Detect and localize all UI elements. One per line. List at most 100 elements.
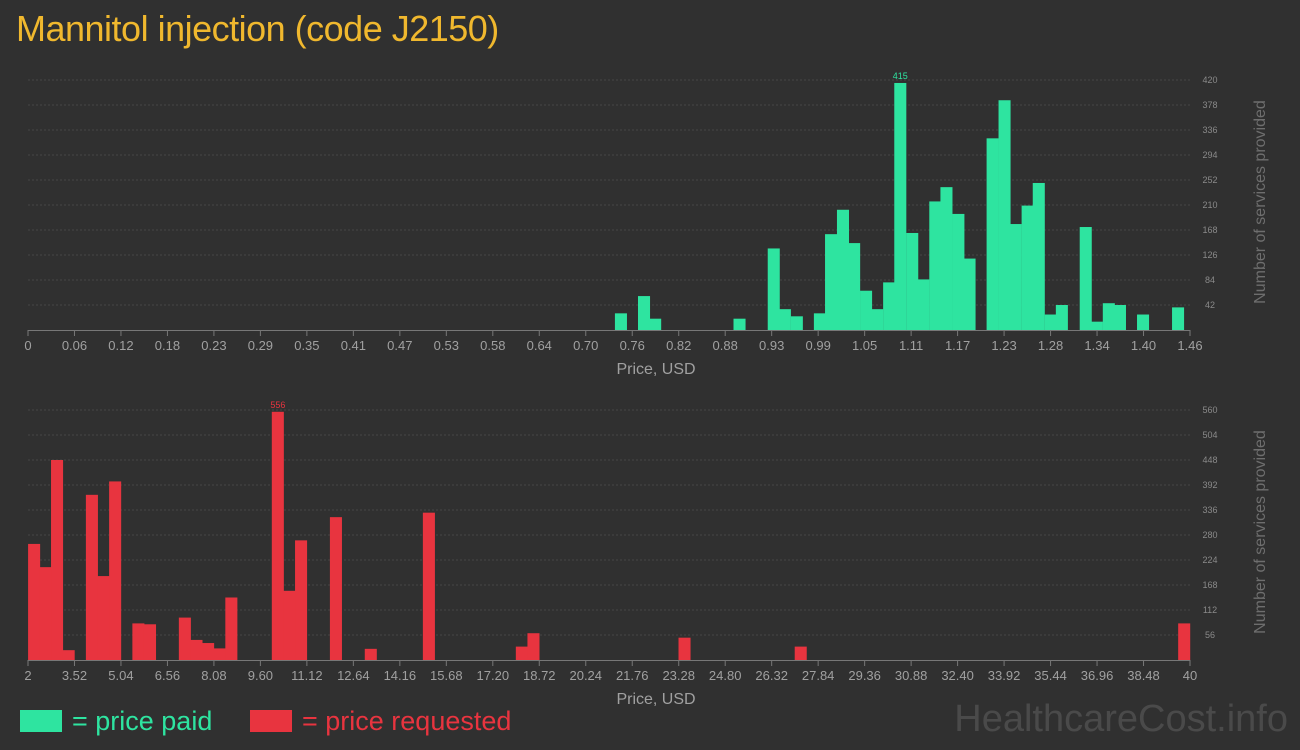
bar [1102, 303, 1115, 330]
bar [295, 540, 308, 660]
x-tick-label: 32.40 [941, 668, 974, 683]
bar [1044, 314, 1057, 330]
y-tick-label: 252 [1202, 175, 1217, 185]
bar [637, 296, 651, 330]
legend-requested: = price requested [250, 704, 511, 738]
x-tick-label: 0.35 [294, 338, 319, 353]
bar [986, 138, 999, 330]
bar [1178, 623, 1191, 660]
x-tick-label: 0.76 [620, 338, 645, 353]
y-tick-label: 224 [1202, 555, 1217, 565]
y-tick-label: 504 [1202, 430, 1217, 440]
bar [364, 648, 377, 660]
bar [790, 316, 803, 330]
x-tick-label: 14.16 [384, 668, 417, 683]
x-tick-label: 23.28 [662, 668, 695, 683]
x-tick-label: 21.76 [616, 668, 649, 683]
bar [62, 650, 75, 660]
bar [836, 209, 850, 330]
y-axis-label: Number of services provided [1252, 100, 1269, 304]
x-tick-label: 1.11 [899, 338, 923, 353]
x-tick-label: 11.12 [291, 668, 323, 683]
x-tick-label: 26.32 [755, 668, 788, 683]
bar [952, 213, 965, 330]
bar [1113, 305, 1126, 330]
y-tick-label: 392 [1202, 480, 1217, 490]
bar [515, 646, 528, 660]
bar [190, 639, 203, 660]
y-tick-label: 84 [1205, 275, 1215, 285]
x-tick-label: 15.68 [430, 668, 463, 683]
x-tick-label: 24.80 [709, 668, 742, 683]
y-tick-label: 210 [1202, 200, 1217, 210]
x-tick-label: 0.47 [387, 338, 412, 353]
bar [422, 512, 435, 660]
x-tick-label: 0.70 [573, 338, 598, 353]
x-tick-label: 40 [1183, 668, 1197, 683]
x-tick-label: 1.34 [1084, 338, 1109, 353]
x-tick-label: 0 [24, 338, 31, 353]
x-tick-label: 30.88 [895, 668, 928, 683]
y-tick-label: 448 [1202, 455, 1217, 465]
legend-paid-swatch [20, 710, 62, 732]
bar [848, 243, 861, 330]
bar [39, 567, 52, 660]
bar [883, 282, 896, 330]
x-tick-label: 0.23 [201, 338, 226, 353]
bar [283, 590, 296, 660]
x-tick-label: 2 [24, 668, 31, 683]
x-tick-label: 0.41 [341, 338, 366, 353]
chart-1: 56 112 168 224 280 336 392 448 504 560 556 2 3.52 5.0… [24, 400, 1269, 708]
bar [85, 494, 98, 660]
bar [614, 313, 627, 330]
y-tick-label: 336 [1202, 505, 1217, 515]
x-tick-label: 1.23 [991, 338, 1016, 353]
bar [1055, 305, 1068, 330]
x-tick-label: 33.92 [988, 668, 1021, 683]
y-tick-label: 280 [1202, 530, 1217, 540]
x-tick-label: 1.05 [852, 338, 877, 353]
x-tick-label: 36.96 [1081, 668, 1114, 683]
max-value-label: 556 [270, 400, 285, 410]
x-axis-label: Price, USD [616, 691, 695, 708]
max-value-label: 415 [893, 71, 908, 81]
bar [825, 234, 838, 330]
bar [202, 643, 215, 660]
bar [178, 617, 191, 660]
legend-paid-label: = price paid [72, 705, 213, 736]
bar [225, 597, 238, 660]
bar [813, 313, 826, 330]
x-tick-label: 1.46 [1177, 338, 1202, 353]
bar [894, 82, 907, 330]
y-axis-label: Number of services provided [1252, 430, 1269, 634]
x-tick-label: 0.12 [108, 338, 133, 353]
bar [778, 309, 791, 330]
bar [917, 279, 930, 330]
bar [1032, 182, 1045, 330]
x-tick-label: 38.48 [1127, 668, 1160, 683]
y-tick-label: 168 [1202, 580, 1217, 590]
x-axis-label: Price, USD [616, 361, 695, 378]
x-tick-label: 18.72 [523, 668, 556, 683]
bar [860, 290, 873, 330]
y-tick-label: 168 [1202, 225, 1217, 235]
bar [28, 543, 41, 660]
x-tick-label: 1.40 [1131, 338, 1156, 353]
x-tick-label: 0.93 [759, 338, 784, 353]
x-tick-label: 0.99 [806, 338, 831, 353]
x-tick-label: 8.08 [201, 668, 226, 683]
bar [527, 633, 540, 660]
y-tick-label: 336 [1202, 125, 1217, 135]
bar [733, 318, 746, 330]
bar [794, 646, 807, 660]
y-tick-label: 378 [1202, 100, 1217, 110]
bar [329, 517, 342, 660]
bar [1079, 227, 1092, 330]
bar [871, 309, 884, 330]
x-tick-label: 6.56 [155, 668, 180, 683]
bar [1137, 314, 1150, 330]
y-tick-label: 56 [1205, 630, 1215, 640]
x-tick-label: 0.58 [480, 338, 505, 353]
x-tick-label: 3.52 [62, 668, 87, 683]
